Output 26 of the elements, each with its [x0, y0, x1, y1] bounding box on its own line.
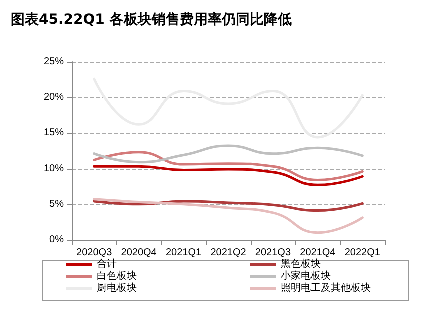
- x-tick-label: 2020Q3: [76, 248, 113, 258]
- line-series: [93, 144, 364, 164]
- x-tick-label: 2021Q3: [255, 248, 292, 258]
- legend-label: 照明电工及其他板块: [281, 282, 371, 294]
- x-tick-label: 2021Q2: [210, 248, 247, 258]
- line-series: [93, 200, 364, 212]
- line-series: [93, 165, 364, 186]
- x-tick-label: 2020Q4: [121, 248, 158, 258]
- y-tick-label: 15%: [44, 128, 64, 139]
- legend-label: 厨电板块: [97, 282, 137, 294]
- legend-label: 小家电板块: [281, 270, 331, 282]
- y-tick-label: 5%: [50, 198, 64, 210]
- y-tick-label: 10%: [44, 163, 64, 174]
- x-tick-label: 2021Q4: [300, 248, 336, 258]
- y-tick-label: 20%: [44, 92, 64, 104]
- y-tick-label: 25%: [44, 56, 64, 68]
- legend-label: 白色板块: [97, 270, 137, 282]
- x-tick-label: 2021Q1: [166, 248, 202, 258]
- line-series: [93, 78, 364, 139]
- y-tick-label: 0%: [50, 234, 64, 246]
- line-series: [93, 198, 364, 234]
- legend-label: 合计: [97, 258, 117, 270]
- chart-title: 图表45.22Q1 各板块销售费用率仍同比降低: [11, 11, 292, 28]
- line-series: [93, 151, 364, 182]
- legend-label: 黑色板块: [281, 258, 321, 270]
- x-tick-label: 2022Q1: [344, 248, 381, 258]
